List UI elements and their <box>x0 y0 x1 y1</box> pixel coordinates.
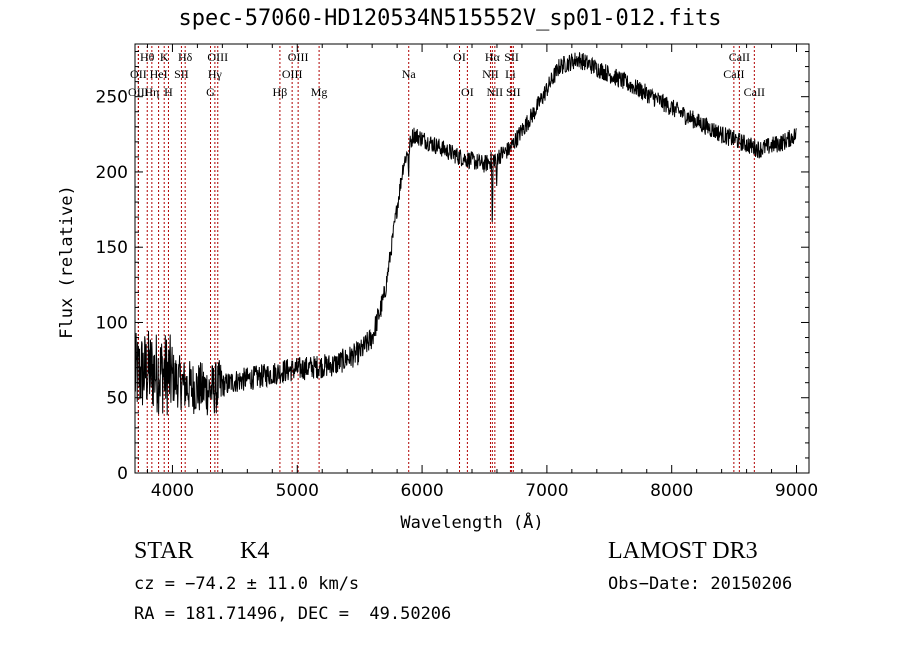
y-tick-label: 0 <box>117 464 128 484</box>
line-label: G <box>206 85 215 99</box>
line-label: CaII <box>744 85 765 99</box>
line-label: OI <box>453 50 466 64</box>
x-tick-label: 6000 <box>400 481 443 501</box>
line-label: Hβ <box>273 85 288 99</box>
line-label: Hα <box>485 50 501 64</box>
line-label: Mg <box>311 85 328 99</box>
line-label: SII <box>504 50 519 64</box>
x-axis-ticks: 4000 5000 6000 7000 8000 9000 <box>146 44 818 501</box>
line-label: Li <box>505 67 516 81</box>
y-tick-label: 250 <box>96 88 128 108</box>
x-tick-label: 9000 <box>775 481 818 501</box>
chart-title: spec-57060-HD120534N515552V_sp01-012.fit… <box>178 6 722 31</box>
line-label: NII <box>487 85 504 99</box>
line-label: OII <box>130 67 147 81</box>
obs-date-text: Obs−Date: 20150206 <box>608 574 793 594</box>
redshift-text: cz = −74.2 ± 11.0 km/s <box>134 574 360 594</box>
line-label: Hγ <box>208 67 223 81</box>
plot-frame <box>134 43 810 474</box>
y-tick-label: 100 <box>96 313 128 333</box>
x-tick-label: 7000 <box>525 481 568 501</box>
line-label: K <box>160 50 169 64</box>
y-tick-label: 150 <box>96 238 128 258</box>
line-label: SII <box>174 67 189 81</box>
object-class: STAR <box>134 538 194 564</box>
line-label: NII <box>482 67 499 81</box>
y-axis-ticks: 0 50 100 150 200 250 <box>96 51 809 484</box>
object-subclass: K4 <box>240 538 270 564</box>
y-axis-label: Flux (relative) <box>57 185 77 339</box>
line-label: CaII <box>729 50 750 64</box>
line-label: OIII <box>128 85 149 99</box>
x-axis-label: Wavelength (Å) <box>400 511 543 533</box>
line-label: Hθ <box>140 50 155 64</box>
line-label: SII <box>506 85 521 99</box>
line-label: OIII <box>207 50 228 64</box>
line-label: Hη <box>144 85 159 99</box>
coordinates-text: RA = 181.71496, DEC = 49.50206 <box>134 604 452 624</box>
y-tick-label: 50 <box>106 389 128 409</box>
line-label: HeI <box>150 67 168 81</box>
line-label: OI <box>461 85 474 99</box>
line-label: Hδ <box>178 50 193 64</box>
line-label: CaII <box>723 67 744 81</box>
survey-label: LAMOST DR3 <box>608 538 758 564</box>
spectrum-line <box>134 52 797 416</box>
line-label: OIII <box>282 67 303 81</box>
x-tick-label: 8000 <box>650 481 693 501</box>
line-markers <box>137 46 755 473</box>
x-tick-label: 5000 <box>276 481 319 501</box>
line-label: H <box>164 85 173 99</box>
y-tick-label: 200 <box>96 163 128 183</box>
line-label: OIII <box>288 50 309 64</box>
line-label: Na <box>402 67 417 81</box>
x-tick-label: 4000 <box>151 481 194 501</box>
